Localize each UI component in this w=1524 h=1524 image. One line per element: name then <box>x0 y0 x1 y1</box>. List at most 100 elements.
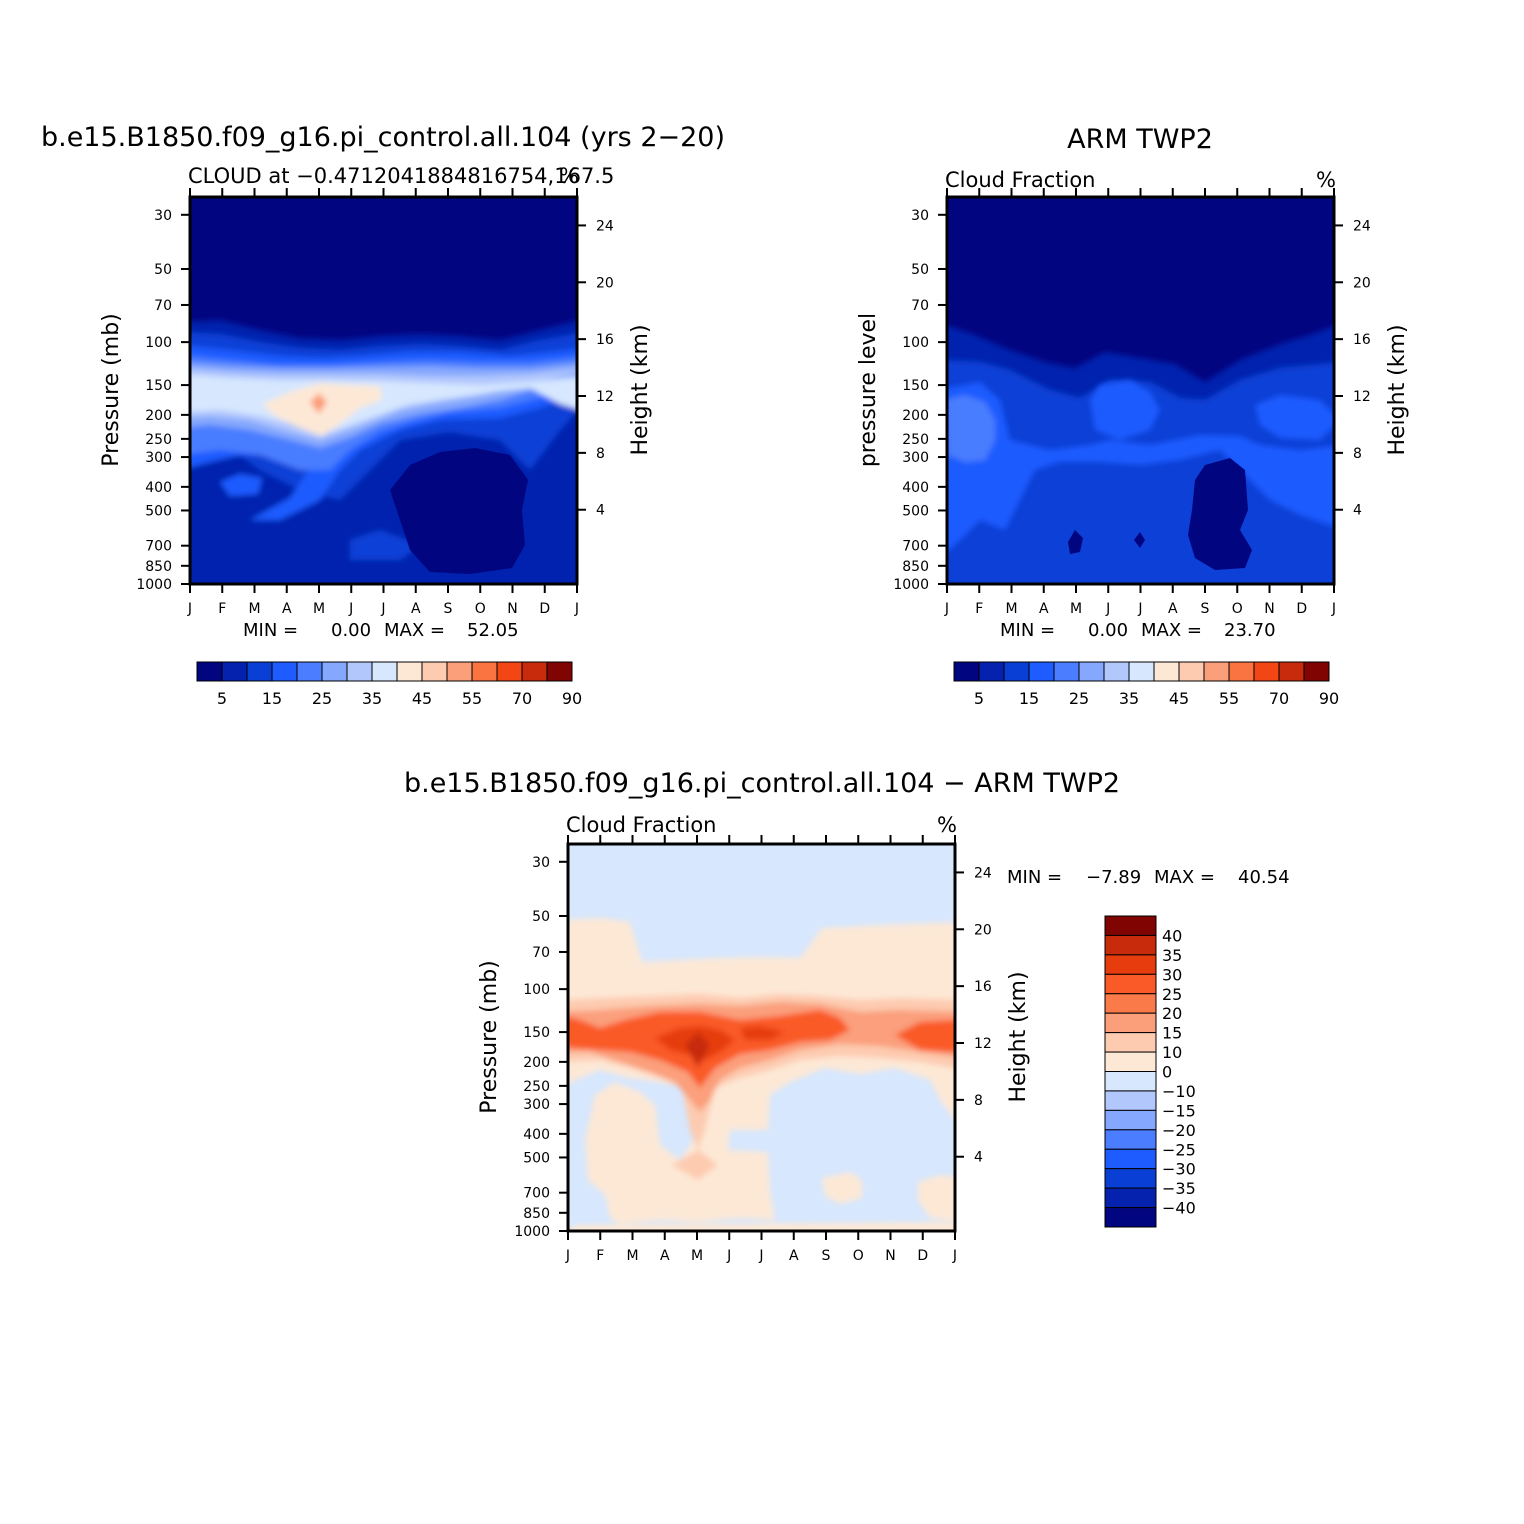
colorbar-label: 70 <box>1269 689 1289 708</box>
x-tick-label: D <box>917 1248 928 1264</box>
max-label: MAX = <box>1141 620 1202 641</box>
colorbar-swatch <box>1278 661 1305 682</box>
colorbar-label: 70 <box>512 689 532 708</box>
y-tick-label: 500 <box>145 503 172 519</box>
x-tick-label: N <box>885 1248 895 1264</box>
y-tick-right-label: 12 <box>974 1036 992 1052</box>
colorbar: 5 15 25 35 45 55 70 90 <box>196 661 582 708</box>
colorbar-swatch <box>521 661 548 682</box>
x-tick-label: J <box>1137 601 1142 617</box>
contour-field <box>947 197 1334 584</box>
y-tick-right-label: 8 <box>974 1093 983 1109</box>
x-tick-label: J <box>380 601 385 617</box>
panel-subtitle-right: % <box>937 813 957 837</box>
colorbar-swatch <box>1003 661 1030 682</box>
colorbar-label: 0 <box>1162 1063 1172 1082</box>
x-tick-label: A <box>282 601 292 617</box>
y-axis-label-right: Height (km) <box>628 324 653 455</box>
colorbar-swatch <box>346 661 373 682</box>
y-tick-label: 850 <box>145 559 172 575</box>
colorbar-swatch <box>1104 915 1157 936</box>
colorbar-swatch <box>1178 661 1205 682</box>
colorbar-label: 5 <box>217 689 227 708</box>
colorbar-swatch <box>1303 661 1330 682</box>
y-tick-label: 150 <box>145 378 172 394</box>
panel-subtitle-left: Cloud Fraction <box>945 168 1096 192</box>
y-tick-right-label: 20 <box>974 922 992 938</box>
colorbar-swatch <box>196 661 223 682</box>
colorbar-swatch <box>296 661 323 682</box>
y-tick-label: 50 <box>911 262 929 278</box>
x-tick-label: S <box>1201 601 1210 617</box>
x-tick-label: M <box>626 1248 638 1264</box>
y-tick-label: 700 <box>523 1186 550 1202</box>
colorbar-label: −40 <box>1162 1199 1196 1218</box>
x-tick-label: J <box>565 1248 570 1264</box>
colorbar-label: 10 <box>1162 1043 1182 1062</box>
axis-ticks: J F M A M J J A S O N D J 30 50 70 100 150 200 250 300 400 500… <box>136 188 614 617</box>
observed-cloud-panel: ARM TWP2 Cloud Fraction % J F M A M J J A S O N D J 3… <box>856 124 1410 708</box>
colorbar-swatch <box>321 661 348 682</box>
colorbar-swatch <box>1028 661 1055 682</box>
panel-subtitle-left: CLOUD at −0.4712041884816754,167.5 <box>188 164 614 188</box>
y-tick-label: 500 <box>902 503 929 519</box>
y-axis-label-left: pressure level <box>856 313 881 467</box>
max-label: MAX = <box>1154 867 1215 888</box>
y-tick-right-label: 4 <box>974 1150 983 1166</box>
contour-level-20 <box>947 395 995 462</box>
dark-patch <box>1068 530 1083 554</box>
colorbar-label: 35 <box>1119 689 1139 708</box>
x-tick-label: J <box>348 601 353 617</box>
y-tick-label: 150 <box>523 1025 550 1041</box>
colorbar-label: 35 <box>362 689 382 708</box>
y-tick-right-label: 16 <box>596 332 614 348</box>
colorbar-swatch <box>446 661 473 682</box>
x-tick-label: S <box>822 1248 831 1264</box>
max-value: 52.05 <box>467 620 519 641</box>
min-value: 0.00 <box>331 620 371 641</box>
difference-panel: b.e15.B1850.f09_g16.pi_control.all.104 −… <box>404 768 1290 1264</box>
y-tick-right-label: 24 <box>974 865 992 881</box>
x-tick-label: M <box>248 601 260 617</box>
x-tick-label: M <box>1070 601 1082 617</box>
x-tick-label: F <box>218 601 226 617</box>
colorbar-label: 45 <box>412 689 432 708</box>
min-label: MIN = <box>1007 867 1062 888</box>
y-tick-label: 200 <box>523 1055 550 1071</box>
colorbar-swatch <box>396 661 423 682</box>
axis-ticks: J F M A M J J A S O N D J 30 50 70 100 150 200 250 300 400 500… <box>514 835 992 1264</box>
colorbar-label: −10 <box>1162 1082 1196 1101</box>
colorbar-swatch <box>1104 1207 1157 1228</box>
colorbar-swatch <box>1253 661 1280 682</box>
y-tick-label: 400 <box>902 480 929 496</box>
colorbar-label: −25 <box>1162 1140 1196 1159</box>
y-tick-label: 300 <box>145 450 172 466</box>
max-value: 40.54 <box>1238 867 1290 888</box>
colorbar-swatch <box>1203 661 1230 682</box>
colorbar-swatch <box>1053 661 1080 682</box>
panel-subtitle-right: % <box>559 164 579 188</box>
y-tick-label: 250 <box>145 432 172 448</box>
colorbar-swatch <box>1104 1168 1157 1189</box>
x-tick-label: S <box>444 601 453 617</box>
x-tick-label: M <box>1005 601 1017 617</box>
y-tick-right-label: 20 <box>596 275 614 291</box>
y-tick-label: 30 <box>154 208 172 224</box>
contour-level-30 <box>655 1026 785 1060</box>
x-tick-label: A <box>789 1248 799 1264</box>
y-tick-right-label: 8 <box>596 446 605 462</box>
colorbar-swatch <box>1103 661 1130 682</box>
x-tick-label: F <box>596 1248 604 1264</box>
colorbar-label: 20 <box>1162 1004 1182 1023</box>
x-tick-label: F <box>975 601 983 617</box>
colorbar-swatch <box>953 661 980 682</box>
axis-ticks: J F M A M J J A S O N D J 30 50 70 100 150 200 250 300 400 500… <box>893 188 1371 617</box>
min-label: MIN = <box>1000 620 1055 641</box>
y-tick-right-label: 8 <box>1353 446 1362 462</box>
panel-title: b.e15.B1850.f09_g16.pi_control.all.104 (… <box>41 122 725 153</box>
x-tick-label: A <box>411 601 421 617</box>
y-tick-right-label: 4 <box>596 503 605 519</box>
x-tick-label: J <box>1331 601 1336 617</box>
